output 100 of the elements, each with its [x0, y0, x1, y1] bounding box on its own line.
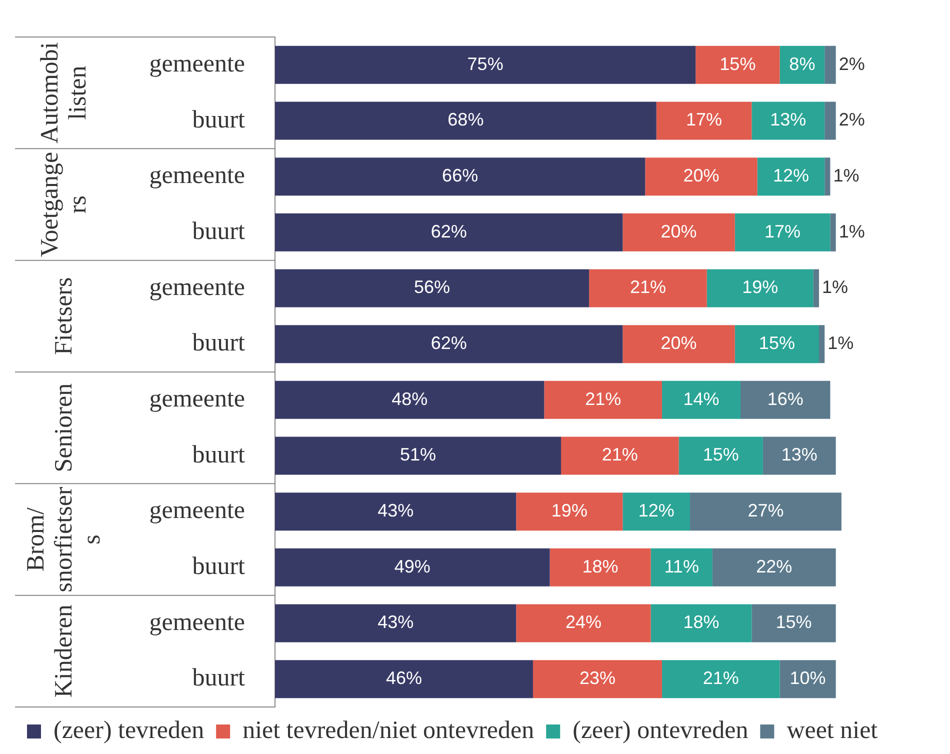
- data-label: 1%: [838, 221, 865, 242]
- data-label: 21%: [702, 668, 739, 688]
- bar: [622, 213, 735, 252]
- data-label: 22%: [756, 556, 792, 576]
- bar: [544, 380, 662, 419]
- text: Senioren: [50, 382, 78, 472]
- bar: [275, 158, 646, 196]
- data-label: 17%: [686, 110, 722, 130]
- bar: [824, 158, 830, 196]
- bar: [762, 436, 836, 475]
- legend-label: (zeer) tevreden: [54, 717, 205, 744]
- data-label: 18%: [582, 556, 618, 576]
- data-label: 15%: [758, 333, 795, 354]
- bar: [813, 269, 820, 308]
- data-label: 43%: [378, 612, 414, 632]
- data-label: 23%: [579, 668, 616, 688]
- data-label: 18%: [683, 612, 720, 632]
- y-tick-label: gemeente: [149, 50, 245, 78]
- data-label: 17%: [764, 221, 801, 242]
- data-label: 46%: [386, 668, 422, 688]
- data-label: 21%: [585, 388, 622, 409]
- data-label: 11%: [664, 556, 699, 576]
- text: Kinderen: [50, 604, 78, 698]
- data-label: 10%: [790, 668, 826, 688]
- bar: [830, 213, 836, 252]
- data-label: 62%: [430, 221, 467, 242]
- bar: [757, 158, 825, 196]
- data-label: 49%: [394, 556, 430, 576]
- data-label: 75%: [467, 54, 504, 74]
- text: Fietsers: [50, 277, 78, 356]
- data-label: 21%: [630, 277, 666, 298]
- bar: [275, 46, 696, 84]
- bar: [275, 102, 656, 140]
- bar: [516, 604, 651, 642]
- data-label: 12%: [638, 500, 674, 521]
- data-label: 21%: [602, 444, 638, 465]
- bar: [734, 325, 820, 364]
- data-label: 1%: [822, 277, 848, 298]
- bar: [824, 102, 836, 140]
- bar: [780, 46, 825, 84]
- data-label: 13%: [770, 110, 806, 130]
- y-tick-label: buurt: [192, 330, 246, 357]
- data-label: 48%: [392, 388, 428, 409]
- data-label: 16%: [767, 388, 804, 409]
- text: Automobilisten: [36, 42, 92, 144]
- bar: [712, 548, 836, 586]
- bar: [275, 604, 516, 642]
- data-label: 66%: [442, 166, 478, 186]
- data-label: 51%: [400, 444, 436, 465]
- data-label: 27%: [748, 500, 784, 521]
- data-label: 15%: [702, 444, 739, 465]
- data-label: 68%: [448, 110, 484, 130]
- bar: [516, 492, 623, 531]
- bar: [734, 213, 830, 252]
- data-label: 20%: [683, 166, 720, 186]
- bar: [690, 492, 842, 531]
- bar: [275, 548, 550, 586]
- bar: [650, 604, 752, 642]
- bar: [662, 660, 780, 698]
- data-label: 1%: [833, 166, 860, 186]
- bar: [752, 102, 825, 140]
- y-tick-label: gemeente: [149, 162, 245, 190]
- legend-label: (zeer) ontevreden: [572, 717, 749, 744]
- bar: [275, 492, 516, 531]
- data-label: 15%: [720, 54, 756, 74]
- data-label: 14%: [683, 388, 720, 409]
- bar: [740, 380, 830, 419]
- y-tick-label: buurt: [192, 552, 246, 580]
- bar: [275, 660, 533, 698]
- bar: [589, 269, 707, 308]
- text: Brom/ snorfietsers: [22, 486, 106, 592]
- bar: [678, 436, 763, 475]
- bar: [819, 325, 825, 364]
- y-tick-label: gemeente: [149, 274, 245, 301]
- bar: [275, 325, 623, 364]
- bar: [561, 436, 679, 475]
- bar: [275, 380, 544, 419]
- data-label: 2%: [838, 54, 865, 74]
- y-tick-label: buurt: [192, 664, 246, 692]
- bar: [752, 604, 836, 642]
- bar: [550, 548, 651, 586]
- data-label: 43%: [378, 500, 414, 521]
- legend-label: niet tevreden/niet ontevreden: [242, 717, 535, 744]
- data-label: 62%: [430, 333, 467, 354]
- bar: [622, 492, 690, 531]
- y-tick-label: gemeente: [149, 497, 245, 524]
- data-label: 8%: [789, 54, 816, 74]
- y-tick-label: buurt: [192, 218, 246, 245]
- bar: [532, 660, 662, 698]
- data-label: 20%: [660, 333, 697, 354]
- data-label: 19%: [551, 500, 588, 521]
- bar: [696, 46, 780, 84]
- bar: [824, 46, 836, 84]
- data-label: 2%: [838, 110, 865, 130]
- y-tick-label: gemeente: [149, 608, 245, 636]
- data-label: 19%: [742, 277, 778, 298]
- bar: [275, 213, 623, 252]
- bar: [645, 158, 758, 196]
- data-label: 15%: [776, 612, 812, 632]
- data-label: 13%: [781, 444, 818, 465]
